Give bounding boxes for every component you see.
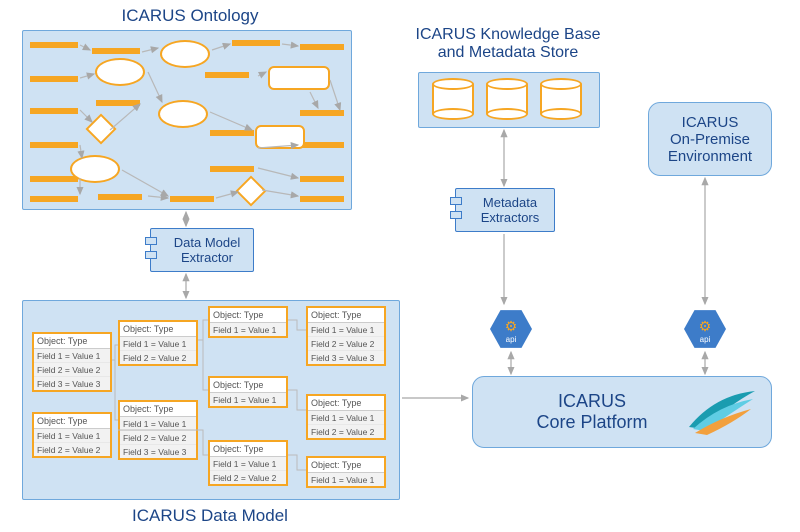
ontology-ellipse <box>70 155 120 183</box>
ontology-bar <box>96 100 140 106</box>
object-row: Field 1 = Value 1 <box>120 337 196 351</box>
object-row: Field 2 = Value 2 <box>308 425 384 438</box>
ontology-rrect <box>255 125 305 149</box>
object-row: Field 2 = Value 2 <box>308 337 384 351</box>
ontology-bar <box>30 108 78 114</box>
ontology-bar <box>30 176 78 182</box>
object-box: Object: TypeField 1 = Value 1Field 2 = V… <box>32 332 112 392</box>
ontology-bar <box>300 196 344 202</box>
ontology-bar <box>30 42 78 48</box>
object-header: Object: Type <box>120 322 196 337</box>
database-icon <box>486 78 528 120</box>
object-header: Object: Type <box>34 334 110 349</box>
ontology-bar <box>300 110 344 116</box>
object-header: Object: Type <box>308 396 384 411</box>
object-header: Object: Type <box>308 308 384 323</box>
datamodel-title: ICARUS Data Model <box>100 506 320 526</box>
onprem-box: ICARUS On-Premise Environment <box>648 102 772 176</box>
object-box: Object: TypeField 1 = Value 1Field 2 = V… <box>118 400 198 460</box>
kb-title: ICARUS Knowledge Base and Metadata Store <box>392 26 624 62</box>
api-icon: ⚙api <box>684 308 726 350</box>
object-header: Object: Type <box>210 442 286 457</box>
feather-icon <box>685 387 757 444</box>
ontology-bar <box>98 194 142 200</box>
core-label: ICARUS Core Platform <box>536 391 647 433</box>
object-row: Field 2 = Value 2 <box>120 351 196 364</box>
object-row: Field 1 = Value 1 <box>308 411 384 425</box>
object-row: Field 2 = Value 2 <box>34 443 110 456</box>
ontology-bar <box>170 196 214 202</box>
object-row: Field 3 = Value 3 <box>34 377 110 390</box>
ontology-bar <box>30 76 78 82</box>
data-model-extractor: Data Model Extractor <box>150 228 254 272</box>
object-row: Field 1 = Value 1 <box>210 457 286 471</box>
ontology-bar <box>210 166 254 172</box>
ontology-bar <box>300 44 344 50</box>
object-row: Field 2 = Value 2 <box>34 363 110 377</box>
object-row: Field 1 = Value 1 <box>34 349 110 363</box>
metadata-label: Metadata Extractors <box>481 195 540 225</box>
object-box: Object: TypeField 1 = Value 1Field 2 = V… <box>118 320 198 366</box>
ontology-ellipse <box>160 40 210 68</box>
database-icon <box>432 78 474 120</box>
object-row: Field 1 = Value 1 <box>308 473 384 486</box>
ontology-bar <box>210 130 254 136</box>
database-icon <box>540 78 582 120</box>
ontology-bar <box>232 40 280 46</box>
object-row: Field 1 = Value 1 <box>210 323 286 336</box>
ontology-bar <box>30 196 78 202</box>
metadata-extractors: Metadata Extractors <box>455 188 555 232</box>
core-platform-box: ICARUS Core Platform <box>472 376 772 448</box>
extractor-label: Data Model Extractor <box>174 235 240 265</box>
ontology-ellipse <box>95 58 145 86</box>
object-header: Object: Type <box>308 458 384 473</box>
object-box: Object: TypeField 1 = Value 1 <box>208 306 288 338</box>
ontology-bar <box>205 72 249 78</box>
object-header: Object: Type <box>210 308 286 323</box>
object-box: Object: TypeField 1 = Value 1Field 2 = V… <box>306 306 386 366</box>
ontology-bar <box>300 142 344 148</box>
object-row: Field 2 = Value 2 <box>210 471 286 484</box>
ontology-bar <box>92 48 140 54</box>
ontology-bar <box>300 176 344 182</box>
ontology-rrect <box>268 66 330 90</box>
object-row: Field 2 = Value 2 <box>120 431 196 445</box>
ontology-title: ICARUS Ontology <box>80 6 300 26</box>
ontology-bar <box>30 142 78 148</box>
object-box: Object: TypeField 1 = Value 1Field 2 = V… <box>32 412 112 458</box>
object-header: Object: Type <box>34 414 110 429</box>
object-box: Object: TypeField 1 = Value 1 <box>208 376 288 408</box>
object-box: Object: TypeField 1 = Value 1Field 2 = V… <box>306 394 386 440</box>
object-row: Field 1 = Value 1 <box>210 393 286 406</box>
ontology-ellipse <box>158 100 208 128</box>
object-row: Field 1 = Value 1 <box>120 417 196 431</box>
object-header: Object: Type <box>120 402 196 417</box>
object-box: Object: TypeField 1 = Value 1Field 2 = V… <box>208 440 288 486</box>
object-row: Field 3 = Value 3 <box>120 445 196 458</box>
object-row: Field 1 = Value 1 <box>34 429 110 443</box>
object-header: Object: Type <box>210 378 286 393</box>
object-box: Object: TypeField 1 = Value 1 <box>306 456 386 488</box>
object-row: Field 3 = Value 3 <box>308 351 384 364</box>
onprem-label: ICARUS On-Premise Environment <box>668 114 752 165</box>
api-icon: ⚙api <box>490 308 532 350</box>
object-row: Field 1 = Value 1 <box>308 323 384 337</box>
